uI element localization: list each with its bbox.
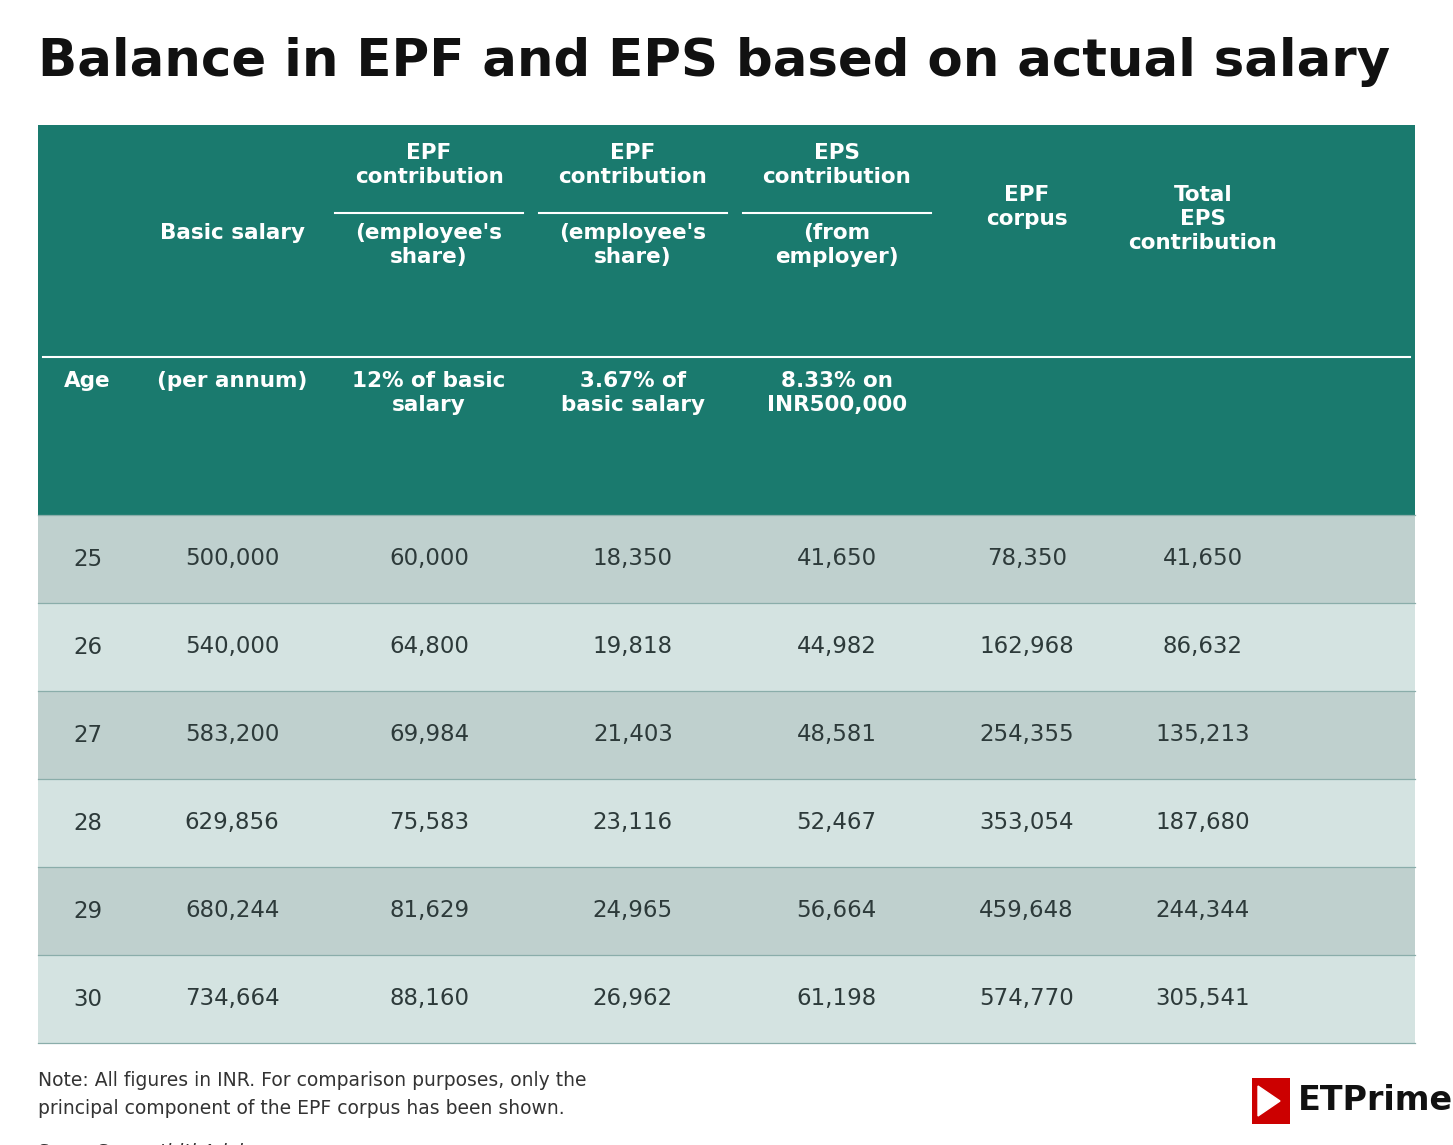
Text: 135,213: 135,213 (1155, 724, 1250, 747)
Text: 3.67% of
basic salary: 3.67% of basic salary (561, 371, 705, 414)
Text: 28: 28 (73, 812, 102, 835)
Text: 30: 30 (73, 987, 102, 1011)
Text: 734,664: 734,664 (185, 987, 279, 1011)
Bar (38, 779, 1415, 867)
Text: EPF
contribution: EPF contribution (558, 143, 708, 187)
Text: (employee's
share): (employee's share) (559, 223, 706, 267)
Text: 162,968: 162,968 (979, 635, 1074, 658)
Text: 18,350: 18,350 (593, 547, 673, 570)
Text: 12% of basic
salary: 12% of basic salary (353, 371, 506, 414)
Bar (38, 515, 1415, 603)
Text: 305,541: 305,541 (1155, 987, 1250, 1011)
Text: 61,198: 61,198 (796, 987, 876, 1011)
Text: 29: 29 (73, 900, 102, 923)
Bar (38, 603, 1415, 690)
Text: Total
EPS
contribution: Total EPS contribution (1129, 185, 1277, 253)
Bar (1252, 1077, 1290, 1124)
Text: 60,000: 60,000 (389, 547, 469, 570)
Polygon shape (1258, 1085, 1280, 1116)
Text: 540,000: 540,000 (185, 635, 279, 658)
Text: 44,982: 44,982 (796, 635, 876, 658)
Bar (38, 125, 1415, 515)
Text: 244,344: 244,344 (1155, 900, 1250, 923)
Text: Source:: Source: (38, 1143, 115, 1145)
Text: (employee's
share): (employee's share) (356, 223, 503, 267)
Text: EPF
contribution: EPF contribution (355, 143, 503, 187)
Text: EPF
corpus: EPF corpus (987, 185, 1068, 229)
Text: 21,403: 21,403 (593, 724, 673, 747)
Text: ETPrime: ETPrime (1298, 1084, 1453, 1118)
Bar (38, 690, 1415, 779)
Text: 19,818: 19,818 (593, 635, 673, 658)
Text: 64,800: 64,800 (389, 635, 469, 658)
Text: 88,160: 88,160 (389, 987, 469, 1011)
Text: 353,054: 353,054 (979, 812, 1074, 835)
Text: 23,116: 23,116 (593, 812, 673, 835)
Text: Note: All figures in INR. For comparison purposes, only the: Note: All figures in INR. For comparison… (38, 1071, 587, 1090)
Text: 254,355: 254,355 (979, 724, 1074, 747)
Text: 69,984: 69,984 (389, 724, 469, 747)
Text: 26,962: 26,962 (593, 987, 673, 1011)
Text: 583,200: 583,200 (185, 724, 279, 747)
Text: 41,650: 41,650 (796, 547, 876, 570)
Text: 27: 27 (73, 724, 102, 747)
Text: 52,467: 52,467 (796, 812, 876, 835)
Text: 25: 25 (73, 547, 102, 570)
Text: EPS
contribution: EPS contribution (763, 143, 911, 187)
Text: Age: Age (64, 371, 110, 390)
Text: 629,856: 629,856 (185, 812, 279, 835)
Text: 41,650: 41,650 (1162, 547, 1242, 570)
Bar (38, 867, 1415, 955)
Text: Basic salary: Basic salary (160, 223, 305, 243)
Text: 75,583: 75,583 (389, 812, 469, 835)
Text: Samasthiti Advisors: Samasthiti Advisors (96, 1143, 282, 1145)
Text: 680,244: 680,244 (185, 900, 279, 923)
Text: Balance in EPF and EPS based on actual salary: Balance in EPF and EPS based on actual s… (38, 37, 1391, 87)
Text: 459,648: 459,648 (979, 900, 1074, 923)
Text: 81,629: 81,629 (389, 900, 469, 923)
Text: (from
employer): (from employer) (774, 223, 898, 267)
Text: 26: 26 (73, 635, 102, 658)
Text: 56,664: 56,664 (796, 900, 876, 923)
Text: principal component of the EPF corpus has been shown.: principal component of the EPF corpus ha… (38, 1099, 565, 1118)
Text: 48,581: 48,581 (796, 724, 876, 747)
Text: (per annum): (per annum) (157, 371, 308, 390)
Text: 78,350: 78,350 (987, 547, 1067, 570)
Text: 574,770: 574,770 (979, 987, 1074, 1011)
Text: 500,000: 500,000 (185, 547, 279, 570)
Bar (38, 955, 1415, 1043)
Text: 24,965: 24,965 (593, 900, 673, 923)
Text: 8.33% on
INR500,000: 8.33% on INR500,000 (767, 371, 907, 414)
Text: 187,680: 187,680 (1155, 812, 1250, 835)
Text: 86,632: 86,632 (1162, 635, 1242, 658)
